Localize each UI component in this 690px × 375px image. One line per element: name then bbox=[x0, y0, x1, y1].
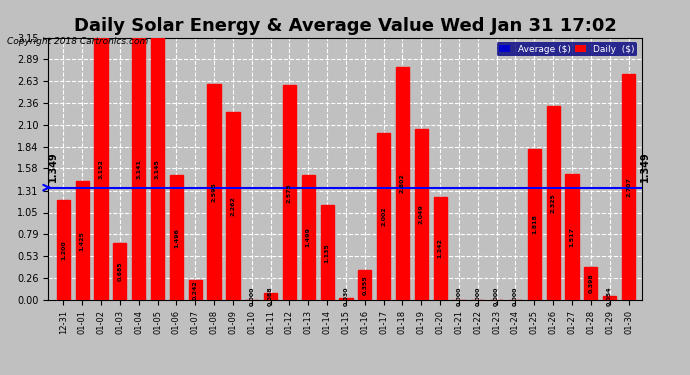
Bar bbox=[113, 243, 126, 300]
Bar bbox=[151, 38, 164, 300]
Bar bbox=[57, 200, 70, 300]
Bar bbox=[622, 74, 635, 300]
Text: 0.000: 0.000 bbox=[457, 286, 462, 306]
Bar bbox=[95, 38, 108, 300]
Bar bbox=[264, 292, 277, 300]
Bar bbox=[283, 86, 296, 300]
Bar bbox=[396, 66, 409, 300]
Text: 0.000: 0.000 bbox=[249, 286, 254, 306]
Bar bbox=[132, 38, 146, 300]
Text: 0.398: 0.398 bbox=[589, 273, 593, 293]
Text: 2.802: 2.802 bbox=[400, 173, 405, 193]
Text: Copyright 2018 Cartronics.com: Copyright 2018 Cartronics.com bbox=[7, 38, 148, 46]
Text: 2.707: 2.707 bbox=[626, 177, 631, 197]
Text: 1.425: 1.425 bbox=[80, 231, 85, 251]
Text: 1.496: 1.496 bbox=[174, 228, 179, 248]
Bar bbox=[603, 296, 616, 300]
Text: 0.000: 0.000 bbox=[494, 286, 499, 306]
Bar bbox=[226, 111, 239, 300]
Text: 2.575: 2.575 bbox=[287, 183, 292, 203]
Text: 1.499: 1.499 bbox=[306, 228, 310, 248]
Text: 2.002: 2.002 bbox=[381, 207, 386, 226]
Bar bbox=[76, 181, 89, 300]
Text: 1.818: 1.818 bbox=[532, 214, 537, 234]
Bar bbox=[565, 174, 579, 300]
Bar bbox=[528, 148, 541, 300]
Bar bbox=[170, 176, 183, 300]
Legend: Average ($), Daily  ($): Average ($), Daily ($) bbox=[497, 42, 637, 56]
Bar bbox=[321, 206, 334, 300]
Bar bbox=[584, 267, 598, 300]
Bar bbox=[188, 280, 202, 300]
Bar bbox=[302, 175, 315, 300]
Bar bbox=[433, 196, 446, 300]
Text: 1.200: 1.200 bbox=[61, 240, 66, 260]
Title: Daily Solar Energy & Average Value Wed Jan 31 17:02: Daily Solar Energy & Average Value Wed J… bbox=[74, 16, 616, 34]
Text: 3.145: 3.145 bbox=[155, 159, 160, 179]
Text: 2.262: 2.262 bbox=[230, 196, 235, 216]
Text: 0.685: 0.685 bbox=[117, 262, 122, 281]
Text: 0.030: 0.030 bbox=[344, 286, 348, 306]
Text: 1.135: 1.135 bbox=[324, 243, 330, 262]
Text: 0.054: 0.054 bbox=[607, 286, 612, 306]
Text: 3.152: 3.152 bbox=[99, 159, 103, 178]
Bar bbox=[339, 297, 353, 300]
Bar bbox=[546, 106, 560, 300]
Text: 2.595: 2.595 bbox=[212, 182, 217, 202]
Text: 1.242: 1.242 bbox=[437, 238, 442, 258]
Text: 0.355: 0.355 bbox=[362, 275, 367, 295]
Text: 0.000: 0.000 bbox=[475, 286, 480, 306]
Text: 1.349: 1.349 bbox=[48, 151, 58, 182]
Text: 2.049: 2.049 bbox=[419, 205, 424, 225]
Text: 2.325: 2.325 bbox=[551, 193, 555, 213]
Text: 1.349: 1.349 bbox=[640, 151, 650, 182]
Text: 0.088: 0.088 bbox=[268, 286, 273, 306]
Text: 3.141: 3.141 bbox=[136, 159, 141, 179]
Text: 0.000: 0.000 bbox=[513, 286, 518, 306]
Text: 1.517: 1.517 bbox=[569, 227, 575, 247]
Bar bbox=[377, 133, 391, 300]
Bar bbox=[358, 270, 371, 300]
Bar bbox=[415, 129, 428, 300]
Text: 0.242: 0.242 bbox=[193, 280, 198, 300]
Bar bbox=[208, 84, 221, 300]
